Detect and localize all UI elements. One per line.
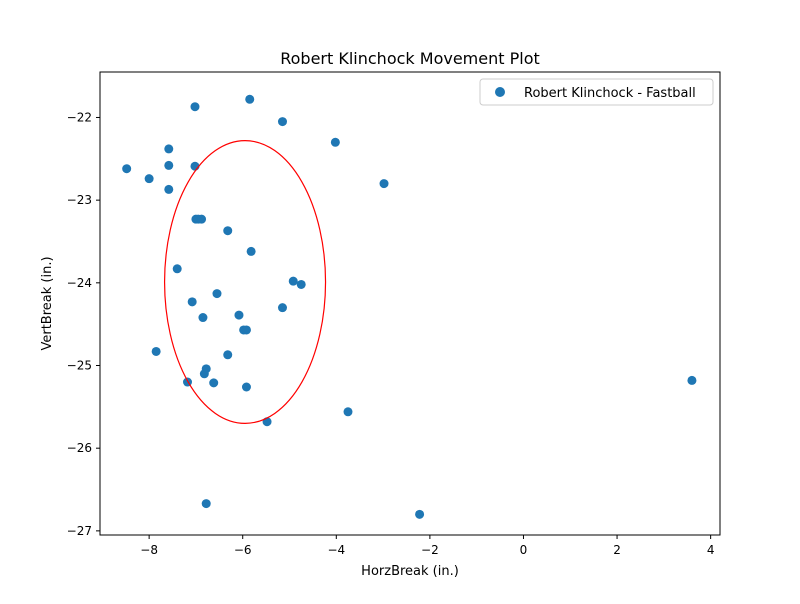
data-point: [164, 144, 174, 154]
data-point: [198, 313, 208, 323]
legend-marker: [495, 87, 505, 97]
data-point: [379, 179, 389, 189]
confidence-ellipse: [163, 140, 327, 424]
y-axis-label: VertBreak (in.): [40, 256, 55, 350]
data-point: [151, 346, 161, 356]
data-point: [209, 378, 219, 388]
y-tick-label: −24: [67, 276, 92, 290]
data-point: [241, 382, 251, 392]
x-tick-label: 4: [707, 543, 715, 557]
chart-title: Robert Klinchock Movement Plot: [280, 49, 540, 68]
x-tick-label: 0: [520, 543, 528, 557]
data-point: [223, 350, 233, 360]
data-point: [144, 174, 154, 184]
x-tick-label: −2: [421, 543, 439, 557]
data-point: [199, 369, 209, 379]
y-tick-label: −27: [67, 524, 92, 538]
data-point: [330, 137, 340, 147]
data-point: [223, 226, 233, 236]
x-tick-label: −8: [140, 543, 158, 557]
data-point: [241, 325, 251, 335]
legend-box: [479, 78, 714, 106]
data-point: [197, 214, 207, 224]
data-point: [415, 509, 425, 519]
x-axis-label: HorzBreak (in.): [361, 564, 459, 579]
data-point: [246, 246, 256, 256]
data-point: [187, 297, 197, 307]
data-point: [122, 164, 132, 174]
data-point: [190, 102, 200, 112]
legend-label: Robert Klinchock - Fastball: [524, 86, 696, 101]
y-tick-label: −26: [67, 441, 92, 455]
x-tick-label: −6: [234, 543, 252, 557]
data-point: [172, 264, 182, 274]
x-axis-ticks: −8 −6 −4 −2 0 2 4: [140, 535, 714, 557]
data-point: [234, 310, 244, 320]
axes-frame: [99, 71, 721, 536]
data-point: [277, 117, 287, 127]
data-point: [296, 279, 306, 289]
data-point: [201, 499, 211, 509]
y-tick-label: −25: [67, 359, 92, 373]
data-point: [277, 303, 287, 313]
y-axis-ticks: −22 −23 −24 −25 −26 −27: [67, 110, 100, 538]
legend: Robert Klinchock - Fastball: [479, 78, 714, 106]
data-point: [164, 184, 174, 194]
y-tick-label: −23: [67, 193, 92, 207]
x-tick-label: 2: [613, 543, 621, 557]
data-point: [687, 375, 697, 385]
y-tick-label: −22: [67, 110, 92, 124]
data-point: [164, 160, 174, 170]
data-point: [245, 94, 255, 104]
x-tick-label: −4: [327, 543, 345, 557]
plot-area: [122, 94, 697, 519]
data-point: [212, 289, 222, 299]
data-point: [288, 276, 298, 286]
data-point: [343, 407, 353, 417]
